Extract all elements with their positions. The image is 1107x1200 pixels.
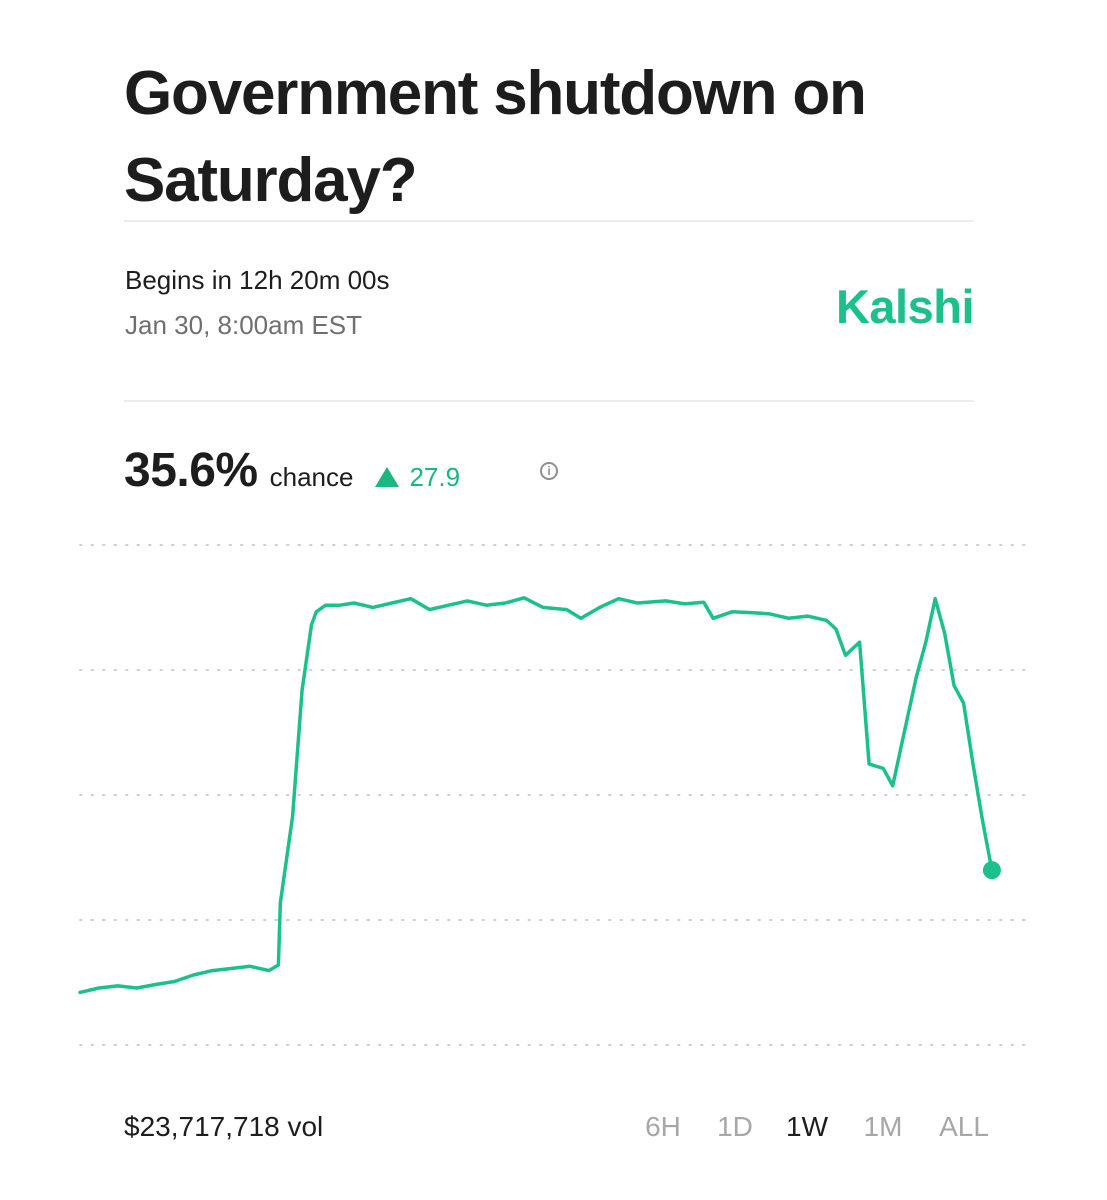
up-triangle-icon: [375, 467, 400, 487]
market-title: Government shutdown on Saturday?: [124, 59, 867, 215]
kalshi-logo[interactable]: Kalshi: [835, 280, 975, 333]
chart-end-point: [982, 861, 1001, 880]
volume-text: $23,717,718 vol: [124, 1111, 324, 1142]
probability-value: 35.6%: [124, 444, 258, 497]
time-range-selector: 6H 1D 1W 1M ALL: [0, 1110, 1107, 1144]
range-button-6h[interactable]: 6H: [645, 1111, 681, 1142]
range-button-1d[interactable]: 1D: [717, 1111, 753, 1142]
range-button-1m[interactable]: 1M: [863, 1111, 903, 1142]
chart-series-line: [78, 596, 994, 995]
event-date: Jan 30, 8:00am EST: [125, 310, 363, 340]
probability-change: 27.9: [375, 462, 460, 493]
title-divider: [124, 220, 974, 222]
info-icon[interactable]: i: [540, 462, 558, 480]
range-button-all[interactable]: ALL: [939, 1111, 989, 1142]
header-divider: [124, 400, 974, 402]
probability-change-value: 27.9: [409, 462, 461, 492]
range-button-1w[interactable]: 1W: [786, 1111, 828, 1142]
countdown-text: Begins in 12h 20m 00s: [125, 265, 390, 295]
probability-stats: 35.6% chance 27.9: [124, 443, 460, 503]
probability-label: chance: [269, 462, 354, 492]
